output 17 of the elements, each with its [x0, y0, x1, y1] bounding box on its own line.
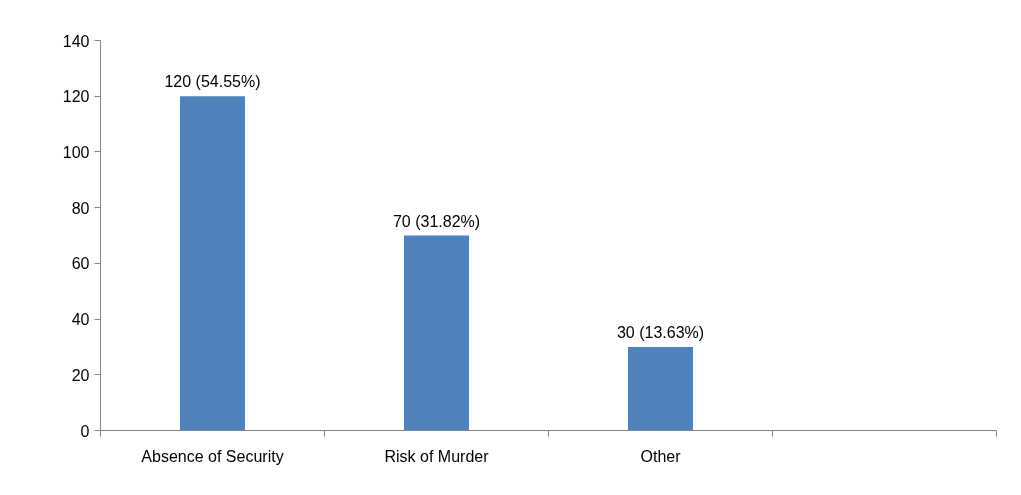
y-tick-label: 40: [71, 311, 90, 329]
y-tick-label: 20: [71, 366, 90, 384]
y-tick-label: 140: [62, 32, 90, 50]
data-label: 70 (31.82%): [392, 212, 481, 230]
y-tick-label: 0: [80, 422, 90, 440]
bar: [180, 96, 245, 431]
y-tick-label: 120: [62, 88, 90, 106]
x-tick-label: Other: [640, 447, 682, 465]
y-tick-label: 80: [71, 199, 90, 217]
data-label: 30 (13.63%): [616, 323, 705, 341]
y-tick-label: 100: [62, 143, 90, 161]
x-tick-label: Risk of Murder: [384, 447, 490, 465]
bar: [404, 235, 469, 431]
y-tick-label: 60: [71, 255, 90, 273]
data-label: 120 (54.55%): [164, 73, 261, 91]
x-tick-label: Absence of Security: [141, 447, 284, 465]
bar: [628, 346, 693, 431]
